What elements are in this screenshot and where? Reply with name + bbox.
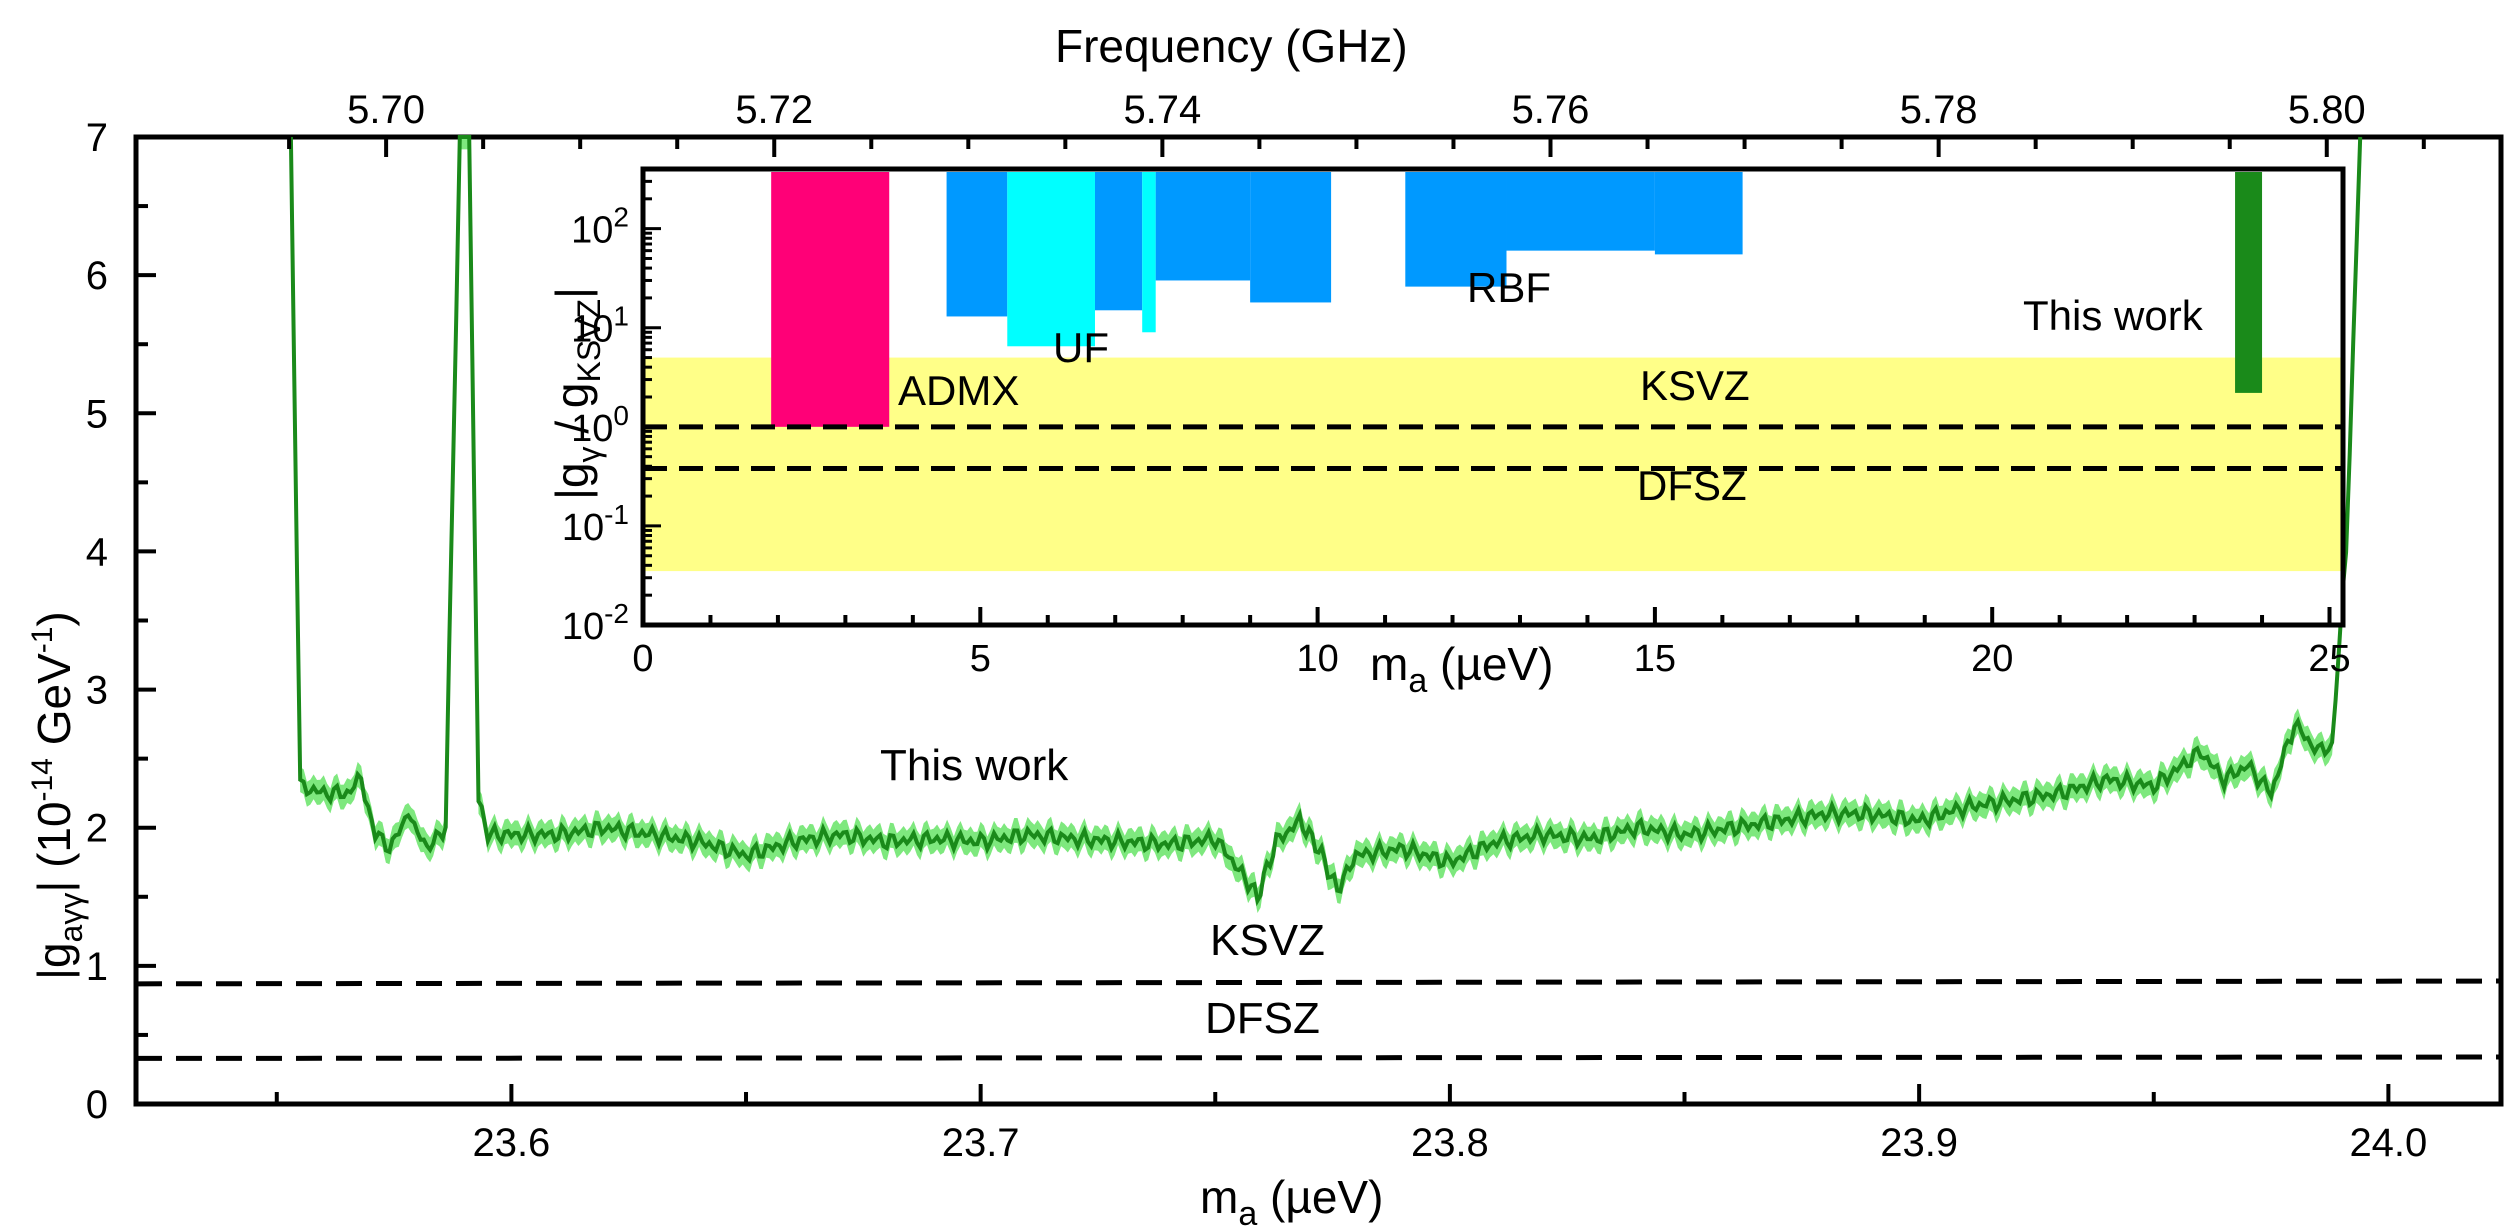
inset-y-tick-label: 101 (571, 301, 629, 351)
y-tick-label: 1 (86, 945, 108, 989)
top-axis-title: Frequency (GHz) (1055, 20, 1408, 72)
inset-x-tick-label: 10 (1296, 638, 1338, 680)
top-tick-label: 5.74 (1123, 88, 1201, 132)
inset-y-axis-title: |gγ / gKSVZ| (546, 287, 607, 500)
inset-x-axis-title-sub: a (1408, 662, 1427, 700)
inset-x-tick-label: 15 (1634, 638, 1676, 680)
inset-x-tick-label: 25 (2308, 638, 2350, 680)
top-tick-label: 5.78 (1900, 88, 1978, 132)
inset-x-tick-label: 0 (632, 638, 653, 680)
inset-y-tick-label: 102 (571, 202, 629, 252)
inset-y-axis-title-sub1: γ (571, 446, 607, 462)
inset-x-axis-title-main: m (1370, 638, 1408, 690)
inset-x-tick-label: 20 (1971, 638, 2013, 680)
inset-region-rbf (1405, 172, 1507, 287)
annotation-dfsz: DFSZ (1205, 994, 1320, 1043)
inset-x-axis-title-unit: (µeV) (1427, 638, 1553, 690)
inset-y-axis-title-mid: / g (546, 383, 598, 447)
y-axis-title-exp: -14 (26, 758, 59, 801)
inset-annotation-admx: ADMX (898, 367, 1019, 414)
top-tick-label: 5.70 (347, 88, 425, 132)
top-tick-label: 5.72 (735, 88, 813, 132)
main-plot: 23.6 23.7 23.8 23.9 24.0 5.70 5.72 5.74 5.76 5.7… (26, 20, 2504, 1231)
inset-x-axis-ticks: 0 5 10 15 20 25 (632, 607, 2351, 680)
y-axis-title-end: ) (28, 611, 80, 626)
inset-region-rbf (1094, 172, 1143, 311)
inset-annotation-ksvz: KSVZ (1640, 362, 1750, 409)
inset-region-admx (771, 172, 890, 427)
this-work-limit-line (288, 135, 2363, 907)
inset-x-tick-label: 5 (970, 638, 991, 680)
x-axis-title: ma (µeV) (1200, 1171, 1383, 1231)
y-axis-title-post: GeV (28, 653, 80, 758)
inset-region-rbf (1250, 172, 1332, 303)
x-axis-ticks: 23.6 23.7 23.8 23.9 24.0 (274, 1084, 2427, 1165)
inset-annotation-uf: UF (1053, 324, 1109, 371)
y-tick-label: 4 (86, 530, 108, 574)
y-axis-title-sub: aγγ (53, 893, 89, 943)
inset-y-tick-label: 10-1 (562, 499, 629, 549)
inset-annotation-rbf: RBF (1467, 264, 1551, 311)
annotation-this-work: This work (880, 741, 1069, 790)
x-axis-title-unit: (µeV) (1257, 1171, 1383, 1223)
limit-polyline (288, 135, 2363, 907)
dfsz-line (135, 1054, 2502, 1061)
y-tick-label: 2 (86, 807, 108, 851)
x-tick-label: 23.9 (1880, 1121, 1958, 1165)
inset-region-this-work (2235, 172, 2263, 393)
inset-region-rbf (1007, 172, 1095, 347)
inset-annotation-dfsz: DFSZ (1637, 462, 1747, 509)
x-tick-label: 23.8 (1411, 1121, 1489, 1165)
y-tick-label: 3 (86, 669, 108, 713)
x-axis-title-main: m (1200, 1171, 1238, 1223)
y-axis-ticks: 0 1 2 3 4 5 6 7 (86, 116, 156, 1127)
x-axis-title-sub: a (1238, 1195, 1257, 1231)
inset-x-axis-title: ma (µeV) (1370, 638, 1553, 700)
inset-y-axis-title-sub2: KSVZ (571, 299, 607, 383)
inset-model-band (643, 357, 2343, 572)
y-tick-label: 7 (86, 116, 108, 160)
x-tick-label: 23.7 (942, 1121, 1020, 1165)
inset-plot: 0 5 10 15 20 25 10-2 10-1 100 101 102 ADMX UF RBF… (546, 166, 2351, 700)
inset-annotation-this-work: This work (2023, 292, 2204, 339)
inset-exclusion-regions (771, 172, 2263, 427)
inset-y-tick-label: 10-2 (562, 598, 629, 648)
y-tick-label: 6 (86, 254, 108, 298)
annotation-ksvz: KSVZ (1210, 916, 1325, 965)
y-tick-label: 5 (86, 392, 108, 436)
inset-y-axis-title-end: | (546, 287, 598, 299)
inset-region-rbf (1654, 172, 1743, 255)
inset-region-rbf (946, 172, 1008, 317)
inset-y-axis-title-pre: |g (546, 462, 598, 500)
top-tick-label: 5.80 (2288, 88, 2366, 132)
top-axis-ticks: 5.70 5.72 5.74 5.76 5.78 5.80 (287, 88, 2426, 157)
y-axis-title-pre: |g (28, 942, 80, 980)
y-axis-title-exp2: -1 (26, 627, 59, 654)
inset-region-rbf (1506, 172, 1655, 251)
x-tick-label: 24.0 (2349, 1121, 2427, 1165)
inset-region-uf (1142, 172, 1156, 333)
inset-y-tick-label: 100 (571, 400, 629, 450)
y-axis-title-mid: | (10 (28, 801, 80, 892)
ksvz-line (135, 978, 2502, 987)
inset-region-rbf (1155, 172, 1251, 281)
inset-y-axis-ticks: 10-2 10-1 100 101 102 (562, 167, 661, 648)
top-tick-label: 5.76 (1512, 88, 1590, 132)
x-tick-label: 23.6 (472, 1121, 550, 1165)
y-axis-title: |gaγγ| (10-14 GeV-1) (26, 611, 89, 980)
y-tick-label: 0 (86, 1083, 108, 1127)
